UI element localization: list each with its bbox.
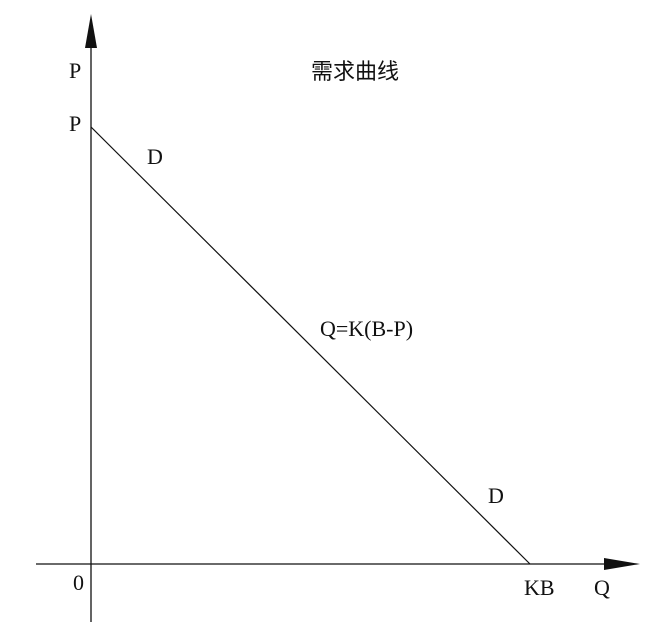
origin-label: 0 (73, 570, 84, 595)
y-axis-arrowhead (85, 14, 97, 48)
x-axis-label: Q (594, 575, 610, 600)
demand-line (90, 126, 531, 565)
curve-label-upper: D (147, 144, 163, 169)
x-axis-arrowhead (604, 558, 640, 570)
curve-label-lower: D (488, 483, 504, 508)
y-axis-label: P (69, 58, 82, 83)
diagram-title: 需求曲线 (311, 60, 400, 85)
y-intercept-label: P (69, 111, 82, 136)
x-intercept-label: KB (524, 575, 555, 600)
curve-equation: Q=K(B-P) (320, 316, 414, 341)
